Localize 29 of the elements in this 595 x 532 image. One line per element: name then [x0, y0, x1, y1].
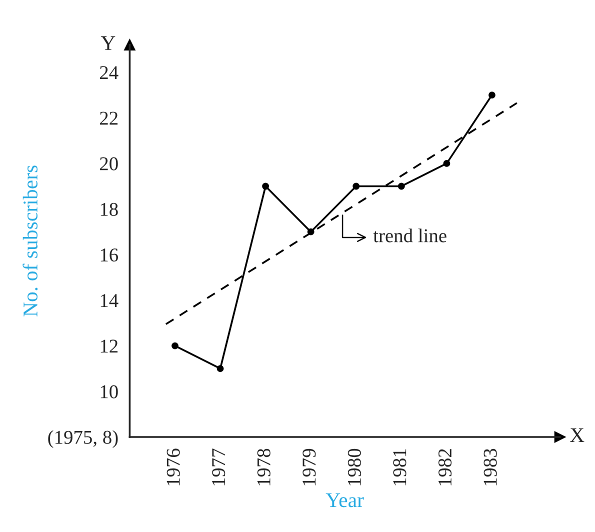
- text: X: [570, 428, 584, 442]
- x-tick-label: 1982: [438, 449, 452, 486]
- y-tick-label: (1975, 8): [48, 430, 118, 448]
- point: [352, 182, 360, 190]
- point: [443, 160, 450, 167]
- x-tick-label: 1981: [393, 449, 406, 486]
- y-tick-label: 16: [100, 248, 118, 262]
- y-tick-label: 14: [100, 294, 118, 307]
- x-tick-label: 1980: [348, 448, 361, 486]
- y-tick-label: 22: [100, 112, 118, 125]
- point: [172, 342, 178, 350]
- x-tick-label: 1979: [302, 448, 316, 486]
- x-tick-label: 1978: [257, 448, 270, 486]
- y-tick-label: 20: [100, 157, 118, 170]
- text: Y: [100, 36, 116, 50]
- y-axis-title: No. of subscribers: [22, 166, 38, 316]
- y-tick-label: 12: [100, 340, 118, 353]
- point: [216, 365, 224, 372]
- x-tick-label: 1976: [166, 448, 180, 486]
- annotation: trend line: [373, 228, 446, 242]
- y-tick-label: 10: [100, 385, 118, 398]
- x-axis-title: Year: [326, 493, 364, 508]
- y-tick-label: 24: [100, 66, 118, 79]
- point: [488, 92, 496, 99]
- x-tick-label: 1977: [212, 448, 226, 486]
- x-tick-label: 1983: [484, 448, 497, 486]
- y-tick-label: 18: [100, 202, 118, 216]
- point: [262, 182, 270, 190]
- point: [398, 182, 405, 190]
